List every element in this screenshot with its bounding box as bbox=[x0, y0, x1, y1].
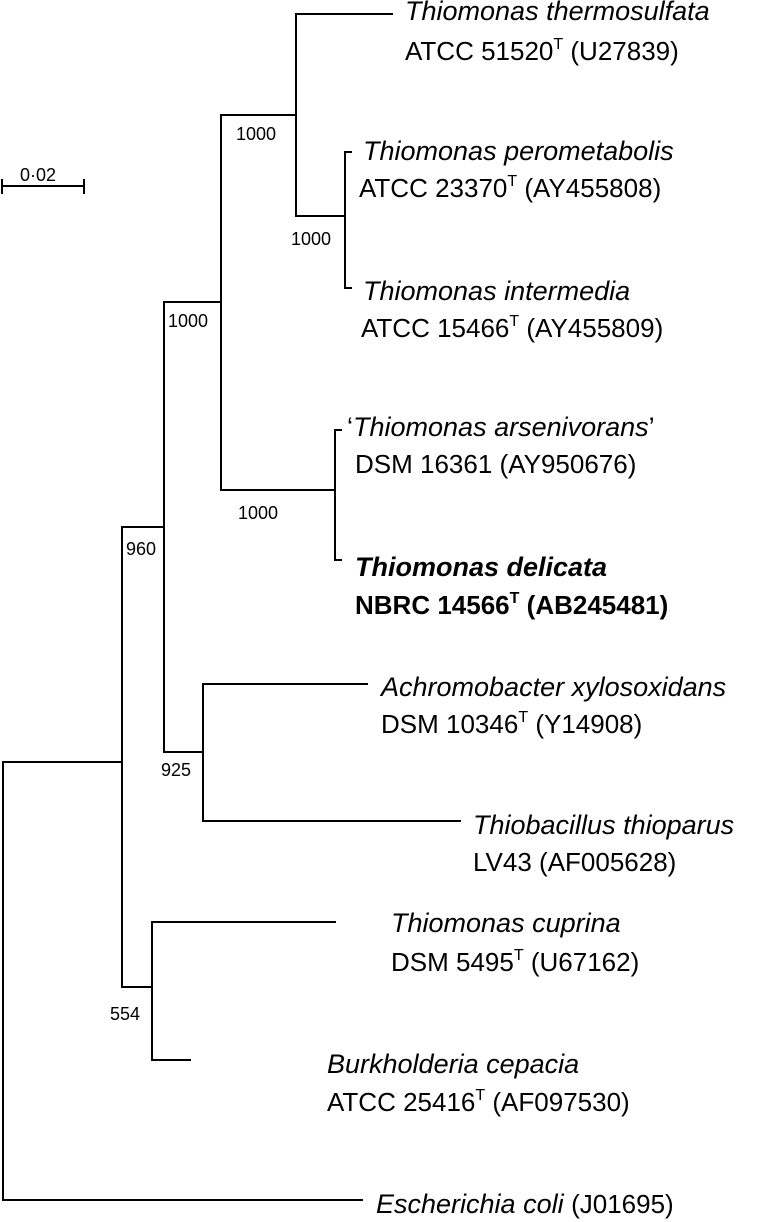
accession-ecoli: (J01695) bbox=[571, 1189, 674, 1219]
species-ecoli: Escherichia coli bbox=[376, 1189, 565, 1219]
strain-line-cuprina: DSM 5495T (U67162) bbox=[391, 947, 639, 977]
accession-intermedia: (AY455809) bbox=[526, 313, 663, 343]
strain-achromobacter: DSM 10346 bbox=[381, 709, 518, 739]
strain-line-intermedia: ATCC 15466T (AY455809) bbox=[361, 313, 663, 343]
bootstrap-achro-thiobac: 925 bbox=[161, 760, 191, 780]
strain-cuprina: DSM 5495 bbox=[391, 947, 514, 977]
accession-thiobacillus: (AF005628) bbox=[539, 847, 676, 877]
strain-burkholderia: ATCC 25416 bbox=[327, 1087, 475, 1117]
bootstrap-thiomonas-core: 1000 bbox=[168, 311, 208, 331]
strain-line-burkholderia: ATCC 25416T (AF097530) bbox=[327, 1087, 630, 1117]
species-thiobacillus: Thiobacillus thioparus bbox=[473, 810, 734, 840]
species-cuprina: Thiomonas cuprina bbox=[391, 908, 621, 938]
species-delicata: Thiomonas delicata bbox=[355, 552, 607, 582]
species-perometabolis: Thiomonas perometabolis bbox=[363, 136, 674, 166]
accession-burkholderia: (AF097530) bbox=[492, 1087, 629, 1117]
tree-branches bbox=[2, 13, 461, 1201]
type-marker-intermedia: T bbox=[509, 313, 519, 330]
species-burkholderia: Burkholderia cepacia bbox=[327, 1049, 579, 1079]
type-marker-achromobacter: T bbox=[518, 709, 528, 726]
strain-line-delicata: NBRC 14566T (AB245481) bbox=[355, 590, 668, 620]
bootstrap-arsen-delicata: 1000 bbox=[238, 503, 278, 523]
species-thermosulfata: Thiomonas thermosulfata bbox=[405, 0, 710, 26]
bootstrap-values: 1000 1000 1000 1000 960 925 554 bbox=[110, 124, 331, 1024]
species-line-arsenivorans: ‘Thiomonas arsenivorans’ bbox=[347, 412, 655, 442]
strain-line-thermosulfata: ATCC 51520T (U27839) bbox=[405, 36, 679, 66]
quote-close-arsenivorans: ’ bbox=[649, 412, 655, 442]
strain-arsenivorans: DSM 16361 bbox=[355, 449, 492, 479]
type-marker-thermosulfata: T bbox=[553, 36, 563, 53]
accession-perometabolis: (AY455808) bbox=[524, 173, 661, 203]
accession-thermosulfata: (U27839) bbox=[570, 36, 678, 66]
bootstrap-perom-intermedia: 1000 bbox=[291, 229, 331, 249]
bootstrap-thermo-clade: 1000 bbox=[236, 124, 276, 144]
accession-delicata: (AB245481) bbox=[527, 590, 669, 620]
strain-intermedia: ATCC 15466 bbox=[361, 313, 509, 343]
quote-open-arsenivorans: ‘ bbox=[347, 412, 353, 442]
type-marker-perometabolis: T bbox=[507, 173, 517, 190]
scale-bar: 0·02 bbox=[1, 165, 85, 194]
taxon-labels: Thiomonas thermosulfata ATCC 51520T (U27… bbox=[327, 0, 734, 1219]
bootstrap-cuprina-burk: 554 bbox=[110, 1004, 140, 1024]
species-intermedia: Thiomonas intermedia bbox=[363, 276, 630, 306]
type-marker-delicata: T bbox=[510, 590, 520, 607]
accession-cuprina: (U67162) bbox=[531, 947, 639, 977]
type-marker-cuprina: T bbox=[514, 947, 524, 964]
species-arsenivorans: Thiomonas arsenivorans bbox=[353, 412, 649, 442]
accession-achromobacter: (Y14908) bbox=[535, 709, 642, 739]
bootstrap-ingroup: 960 bbox=[126, 539, 156, 559]
strain-thermosulfata: ATCC 51520 bbox=[405, 36, 553, 66]
label-line-ecoli: Escherichia coli (J01695) bbox=[376, 1189, 674, 1219]
type-marker-burkholderia: T bbox=[475, 1087, 485, 1104]
strain-delicata: NBRC 14566 bbox=[355, 590, 510, 620]
strain-line-perometabolis: ATCC 23370T (AY455808) bbox=[359, 173, 661, 203]
strain-line-arsenivorans: DSM 16361 (AY950676) bbox=[355, 449, 636, 479]
scale-bar-label: 0·02 bbox=[20, 165, 56, 185]
strain-thiobacillus: LV43 bbox=[473, 847, 532, 877]
species-achromobacter: Achromobacter xylosoxidans bbox=[379, 672, 726, 702]
strain-line-thiobacillus: LV43 (AF005628) bbox=[473, 847, 676, 877]
strain-perometabolis: ATCC 23370 bbox=[359, 173, 507, 203]
strain-line-achromobacter: DSM 10346T (Y14908) bbox=[381, 709, 642, 739]
accession-arsenivorans: (AY950676) bbox=[500, 449, 637, 479]
